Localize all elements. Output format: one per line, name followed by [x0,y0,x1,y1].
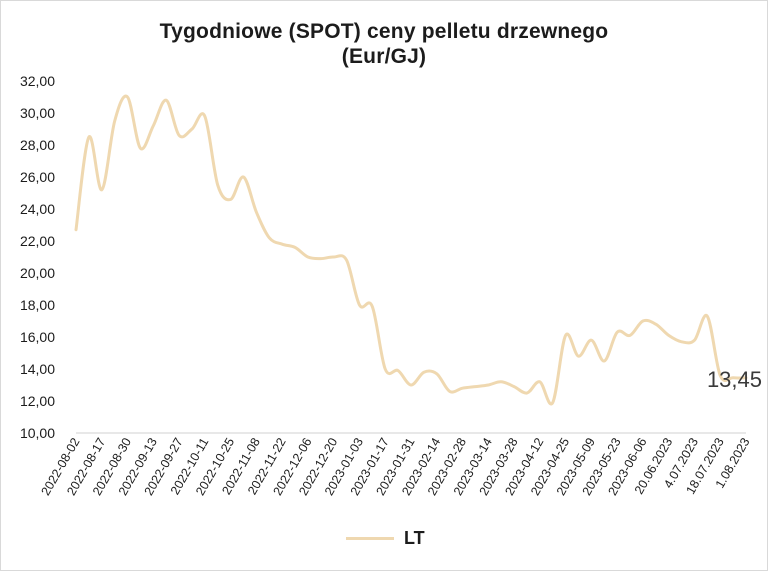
legend: LT [346,528,425,549]
y-tick-label: 10,00 [20,425,55,441]
legend-label-lt: LT [404,528,425,548]
chart-subtitle: (Eur/GJ) [341,45,427,68]
series-line-lt [74,94,748,406]
y-tick-label: 20,00 [20,265,55,281]
y-tick-label: 12,00 [20,393,55,409]
y-tick-label: 24,00 [20,201,55,217]
y-tick-label: 26,00 [20,169,55,185]
chart-title: Tygodniowe (SPOT) ceny pelletu drzewnego [159,20,609,43]
y-tick-label: 30,00 [20,105,55,121]
y-tick-label: 18,00 [20,297,55,313]
legend-line-swatch [346,537,394,540]
data-label-last-value: 13,45 [707,367,762,392]
y-tick-label: 32,00 [20,73,55,89]
y-tick-label: 16,00 [20,329,55,345]
y-tick-label: 14,00 [20,361,55,377]
y-tick-label: 22,00 [20,233,55,249]
y-tick-label: 28,00 [20,137,55,153]
